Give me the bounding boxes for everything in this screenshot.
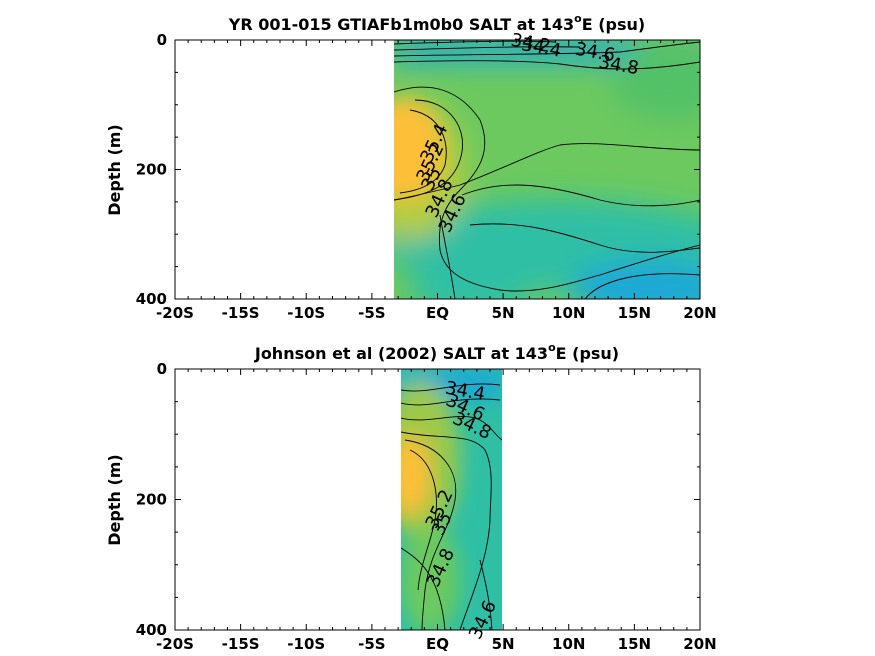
x-tick-label: -10S xyxy=(287,635,325,653)
x-tick-label: -20S xyxy=(156,635,194,653)
x-tick-label: -15S xyxy=(222,304,260,322)
x-tick-label: 5N xyxy=(492,635,515,653)
y-tick-label: 200 xyxy=(136,491,167,509)
panel-top: YR 001-015 GTIAFb1m0b0 SALT at 143oE (ps… xyxy=(105,12,717,322)
panel-title: YR 001-015 GTIAFb1m0b0 SALT at 143oE (ps… xyxy=(228,12,645,34)
y-tick-label: 0 xyxy=(157,31,167,49)
contour-lines xyxy=(394,40,700,299)
y-axis-label: Depth (m) xyxy=(105,454,124,546)
x-tick-label: 10N xyxy=(552,304,585,322)
x-tick-label: 10N xyxy=(552,635,585,653)
panel-bottom: Johnson et al (2002) SALT at 143oE (psu) xyxy=(105,341,717,653)
x-tick-label: -10S xyxy=(287,304,325,322)
x-tick-label: -15S xyxy=(222,635,260,653)
contour-lines xyxy=(401,383,502,630)
y-axis-label: Depth (m) xyxy=(105,124,124,216)
x-tick-label: -5S xyxy=(358,304,385,322)
x-tick-label: -20S xyxy=(156,304,194,322)
x-tick-label: 20N xyxy=(683,635,716,653)
y-tick-label: 0 xyxy=(157,360,167,378)
axis-ticks: -20S -15S -10S -5S EQ 5N 10N 15N 20N 0 200 400 xyxy=(136,360,717,653)
salinity-field xyxy=(401,369,502,630)
x-tick-label: 15N xyxy=(618,304,651,322)
x-tick-label: 5N xyxy=(492,304,515,322)
y-tick-label: 400 xyxy=(136,621,167,639)
x-tick-label: -5S xyxy=(358,635,385,653)
x-tick-label: EQ xyxy=(426,304,449,322)
salinity-field xyxy=(394,40,700,299)
x-tick-label: 15N xyxy=(618,635,651,653)
panel-title: Johnson et al (2002) SALT at 143oE (psu) xyxy=(254,341,619,363)
x-tick-label: EQ xyxy=(426,635,449,653)
x-tick-label: 20N xyxy=(683,304,716,322)
y-tick-label: 400 xyxy=(136,290,167,308)
y-tick-label: 200 xyxy=(136,161,167,179)
axis-ticks: -20S -15S -10S -5S EQ 5N 10N 15N 20N 0 200 400 xyxy=(136,31,717,322)
